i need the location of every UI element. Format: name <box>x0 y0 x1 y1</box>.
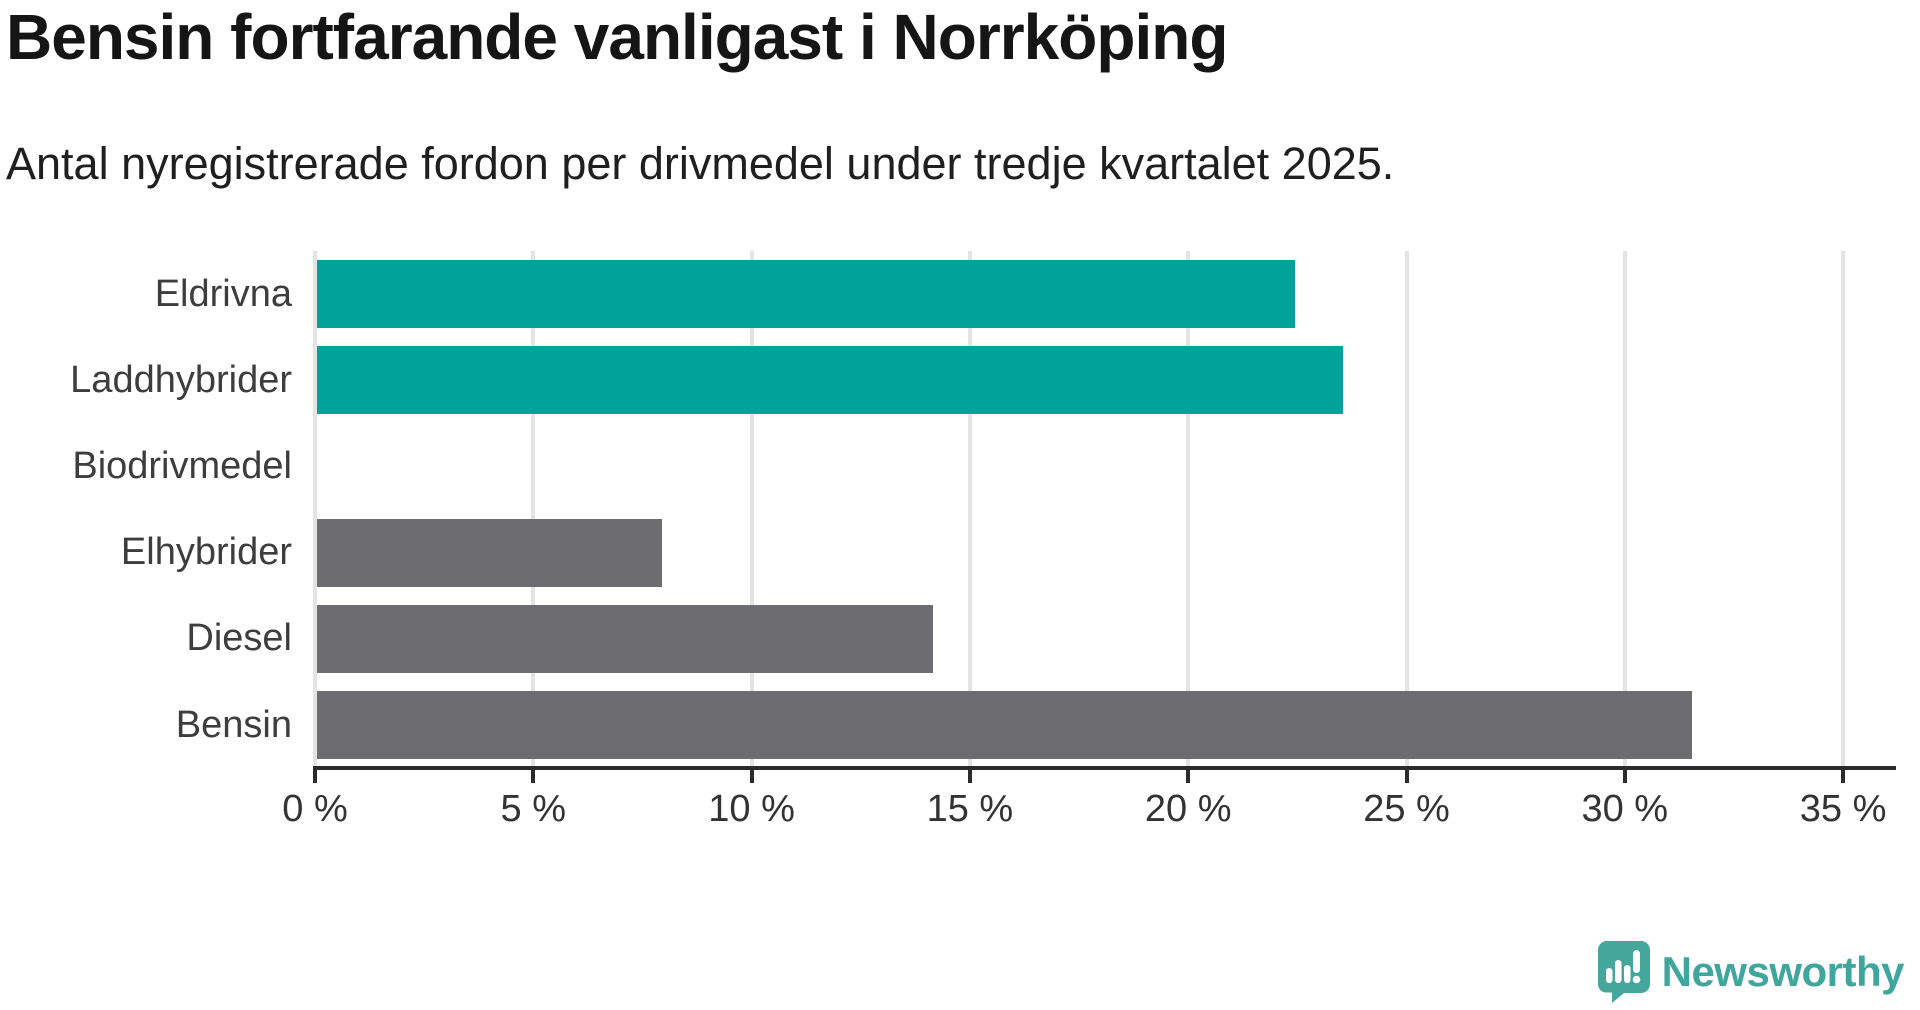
x-tick-label-30: 30 % <box>1581 788 1669 830</box>
gridline-0 <box>313 251 317 766</box>
newsworthy-logo-icon <box>1597 941 1650 1003</box>
x-tick-15 <box>967 770 972 783</box>
bar-diesel <box>317 604 933 673</box>
category-label-biodrivmedel: Biodrivmedel <box>72 444 292 487</box>
chart-subtitle: Antal nyregistrerade fordon per drivmede… <box>6 138 1395 189</box>
x-tick-label-35: 35 % <box>1799 788 1887 830</box>
category-label-diesel: Diesel <box>186 617 292 660</box>
bar-laddhybrider <box>317 346 1343 415</box>
bar-eldrivna <box>317 260 1295 328</box>
x-tick-label-0: 0 % <box>282 788 348 830</box>
x-tick-10 <box>749 770 754 783</box>
bar-elhybrider <box>317 518 662 587</box>
gridline-10 <box>749 251 754 766</box>
x-tick-label-5: 5 % <box>500 788 567 830</box>
category-label-laddhybrider: Laddhybrider <box>70 358 292 401</box>
category-label-bensin: Bensin <box>175 703 292 746</box>
x-axis-line <box>313 766 1896 770</box>
x-tick-30 <box>1622 770 1627 783</box>
gridline-30 <box>1622 251 1627 766</box>
gridline-20 <box>1186 251 1191 766</box>
category-label-elhybrider: Elhybrider <box>120 531 292 574</box>
category-label-eldrivna: Eldrivna <box>154 272 292 315</box>
x-tick-5 <box>531 770 536 783</box>
x-tick-0 <box>313 770 317 783</box>
bar-bensin <box>317 691 1693 759</box>
gridline-35 <box>1841 251 1846 766</box>
gridline-5 <box>531 251 536 766</box>
gridline-15 <box>967 251 972 766</box>
x-tick-label-25: 25 % <box>1363 788 1450 830</box>
newsworthy-logo-text: Newsworthy <box>1661 948 1905 995</box>
x-tick-20 <box>1186 770 1191 783</box>
x-tick-label-20: 20 % <box>1144 788 1232 830</box>
x-tick-label-10: 10 % <box>708 788 795 830</box>
x-tick-35 <box>1841 770 1846 783</box>
gridline-25 <box>1404 251 1409 766</box>
x-tick-label-15: 15 % <box>926 788 1014 830</box>
x-tick-25 <box>1404 770 1409 783</box>
newsworthy-logo: Newsworthy <box>1597 940 1905 1004</box>
chart-title: Bensin fortfarande vanligast i Norrköpin… <box>6 1 1228 73</box>
